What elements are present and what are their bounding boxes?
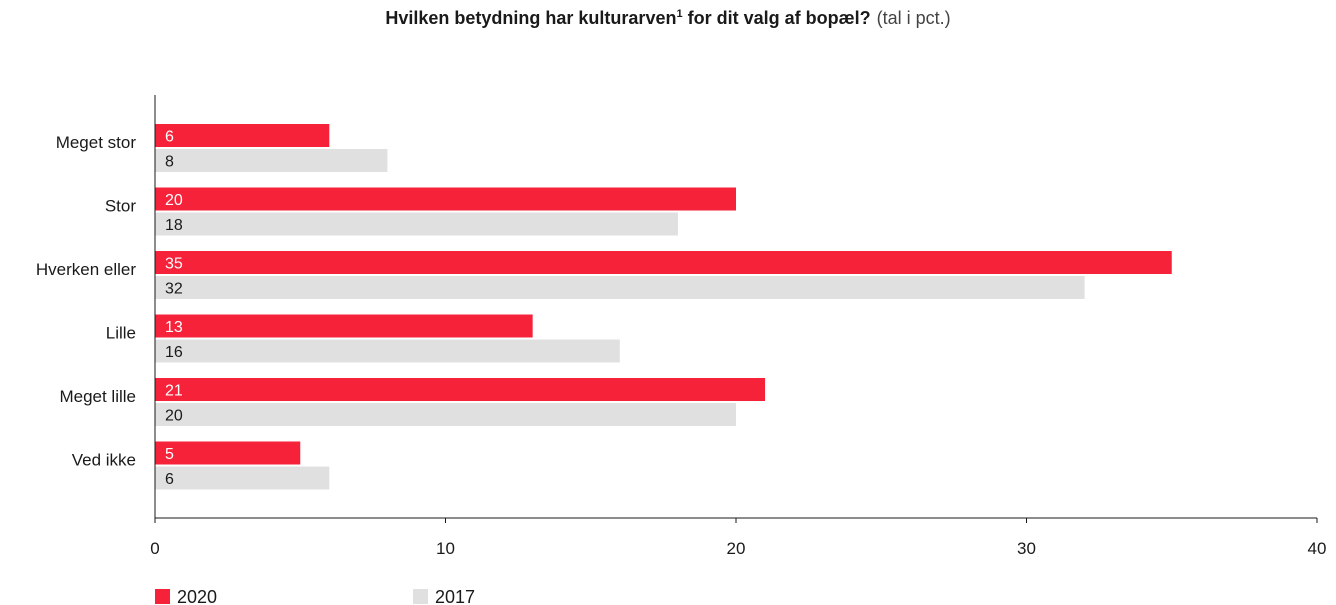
category-label: Ved ikke <box>72 451 136 470</box>
bar-2017-5 <box>155 403 736 426</box>
chart-title-unit: (tal i pct.) <box>876 8 951 28</box>
bar-2020-6 <box>155 441 301 465</box>
chart-title-rest: for dit valg af bopæl? <box>682 8 871 28</box>
chart-title-main: Hvilken betydning har kulturarven <box>385 8 677 28</box>
bar-value-label: 6 <box>165 129 174 146</box>
bar-2017-4 <box>155 339 620 363</box>
bar-value-label: 20 <box>165 192 183 209</box>
bar-value-label: 18 <box>165 217 183 234</box>
bar-value-label: 32 <box>165 281 183 298</box>
bar-2017-2 <box>155 212 678 236</box>
legend-label-2017: 2017 <box>435 587 475 605</box>
bar-value-label: 5 <box>165 446 174 463</box>
bar-value-label: 16 <box>165 344 183 361</box>
legend-swatch-2020 <box>155 589 170 604</box>
legend-swatch-2017 <box>413 589 428 604</box>
bar-2020-3 <box>155 251 1172 274</box>
bar-2020-1 <box>155 124 330 147</box>
chart-title: Hvilken betydning har kulturarven1 for d… <box>0 8 1336 29</box>
bar-value-label: 20 <box>165 408 183 425</box>
bar-value-label: 8 <box>165 154 174 171</box>
x-tick-label: 30 <box>1017 539 1036 558</box>
bar-2017-1 <box>155 149 388 172</box>
chart-title-footnote-mark: 1 <box>676 8 683 20</box>
x-tick-label: 40 <box>1308 539 1327 558</box>
bar-2017-3 <box>155 276 1085 299</box>
category-label: Stor <box>105 197 137 216</box>
bar-value-label: 13 <box>165 319 183 336</box>
legend-label-2020: 2020 <box>177 587 217 605</box>
category-label: Hverken eller <box>36 260 136 279</box>
bar-value-label: 35 <box>165 256 183 273</box>
bar-value-label: 6 <box>165 471 174 488</box>
bar-2020-5 <box>155 378 766 401</box>
bar-2020-4 <box>155 314 533 338</box>
bar-2020-2 <box>155 187 736 211</box>
x-tick-label: 20 <box>727 539 746 558</box>
category-label: Meget stor <box>56 133 137 152</box>
x-tick-label: 0 <box>150 539 159 558</box>
bar-2017-6 <box>155 466 330 490</box>
x-tick-label: 10 <box>436 539 455 558</box>
category-label: Lille <box>106 324 136 343</box>
bar-value-label: 21 <box>165 383 183 400</box>
category-label: Meget lille <box>59 387 136 406</box>
